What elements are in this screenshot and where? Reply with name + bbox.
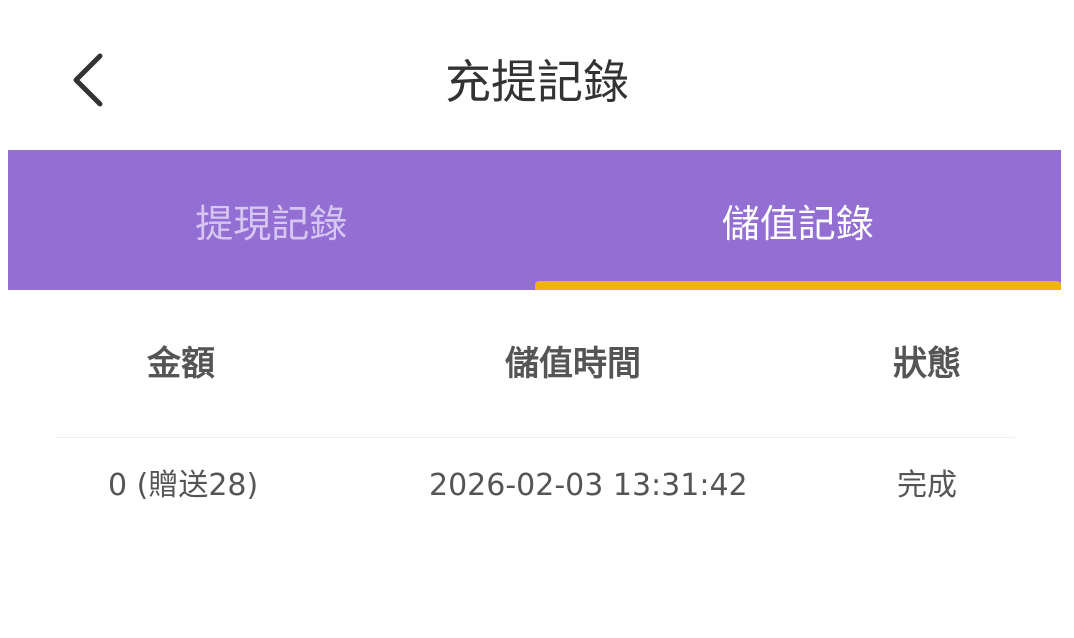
page-title: 充提記錄 bbox=[445, 55, 629, 109]
column-header-status: 狀態 bbox=[893, 344, 961, 384]
cell-amount: 0 (贈送28) bbox=[108, 468, 259, 503]
divider bbox=[55, 437, 1015, 438]
tab-bar: 提現記錄 儲值記錄 bbox=[8, 150, 1061, 290]
back-button[interactable] bbox=[62, 50, 112, 110]
cell-time: 2026-02-03 13:31:42 bbox=[429, 468, 748, 503]
column-header-time: 儲值時間 bbox=[505, 344, 641, 384]
tab-deposit-records[interactable]: 儲值記錄 bbox=[534, 150, 1062, 290]
chevron-left-icon bbox=[73, 53, 103, 107]
cell-status: 完成 bbox=[897, 468, 957, 503]
column-header-amount: 金額 bbox=[147, 344, 215, 384]
tab-withdraw-records[interactable]: 提現記錄 bbox=[195, 201, 348, 246]
